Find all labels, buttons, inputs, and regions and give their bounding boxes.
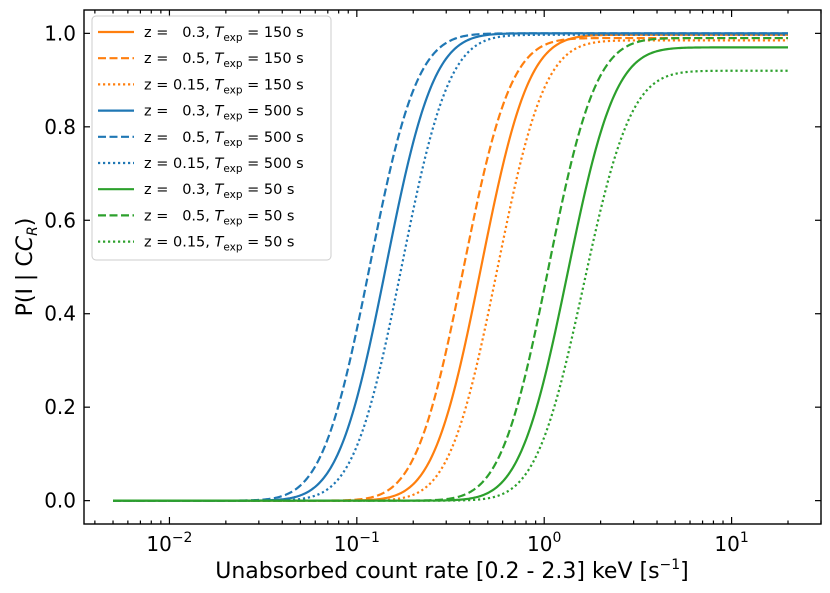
legend-label: z = 0.3, Texp = 50 s xyxy=(144,182,294,201)
legend-label: z = 0.15, Texp = 150 s xyxy=(144,77,304,96)
series-lines xyxy=(113,32,788,502)
x-tick-label: 101 xyxy=(714,530,748,556)
legend-box xyxy=(91,15,332,261)
legend-label: z = 0.5, Texp = 500 s xyxy=(144,130,304,149)
x-tick-label: 10−1 xyxy=(334,530,380,556)
y-tick-label: 0.8 xyxy=(44,115,76,139)
legend-entry: z = 0.5, Texp = 50 s xyxy=(98,208,294,227)
axis-ticks xyxy=(84,10,822,524)
legend-label: z = 0.5, Texp = 50 s xyxy=(144,208,294,227)
legend-label: z = 0.5, Texp = 150 s xyxy=(144,51,304,70)
legend-label: z = 0.3, Texp = 500 s xyxy=(144,104,304,123)
legend-label: z = 0.15, Texp = 50 s xyxy=(144,235,294,254)
y-tick-label: 0.0 xyxy=(44,489,76,513)
series-line-8 xyxy=(113,36,788,502)
legend-entry: z = 0.5, Texp = 150 s xyxy=(98,51,304,70)
x-tick-label: 100 xyxy=(527,530,561,556)
legend-entry: z = 0.3, Texp = 50 s xyxy=(98,182,294,201)
y-tick-label: 0.4 xyxy=(44,302,76,326)
x-tick-label: 10−2 xyxy=(146,530,192,556)
series-line-5 xyxy=(113,32,788,502)
y-tick-label: 0.2 xyxy=(44,395,76,419)
legend-entry: z = 0.5, Texp = 500 s xyxy=(98,130,304,149)
y-tick-label: 1.0 xyxy=(44,21,76,45)
legend-label: z = 0.3, Texp = 150 s xyxy=(144,25,304,44)
legend-entry: z = 0.15, Texp = 500 s xyxy=(98,156,304,175)
legend-entry: z = 0.3, Texp = 150 s xyxy=(98,25,304,44)
legend-entry: z = 0.15, Texp = 150 s xyxy=(98,77,304,96)
legend: z = 0.3, Texp = 150 s z = 0.5, Texp = 150… xyxy=(91,15,332,261)
legend-entry: z = 0.3, Texp = 500 s xyxy=(98,104,304,123)
y-tick-label: 0.6 xyxy=(44,208,76,232)
series-line-7 xyxy=(113,46,788,502)
plot-frame xyxy=(83,9,822,525)
legend-label: z = 0.15, Texp = 500 s xyxy=(144,156,304,175)
x-axis-label: Unabsorbed count rate [0.2 - 2.3] keV [s… xyxy=(215,557,689,584)
legend-entry: z = 0.15, Texp = 50 s xyxy=(98,235,294,254)
y-axis-label: P(I | CCR) xyxy=(13,218,41,317)
axis-tick-labels: 0.0 0.2 0.4 0.6 0.8 1.0 10−2 10−1 100 101 xyxy=(44,21,749,556)
